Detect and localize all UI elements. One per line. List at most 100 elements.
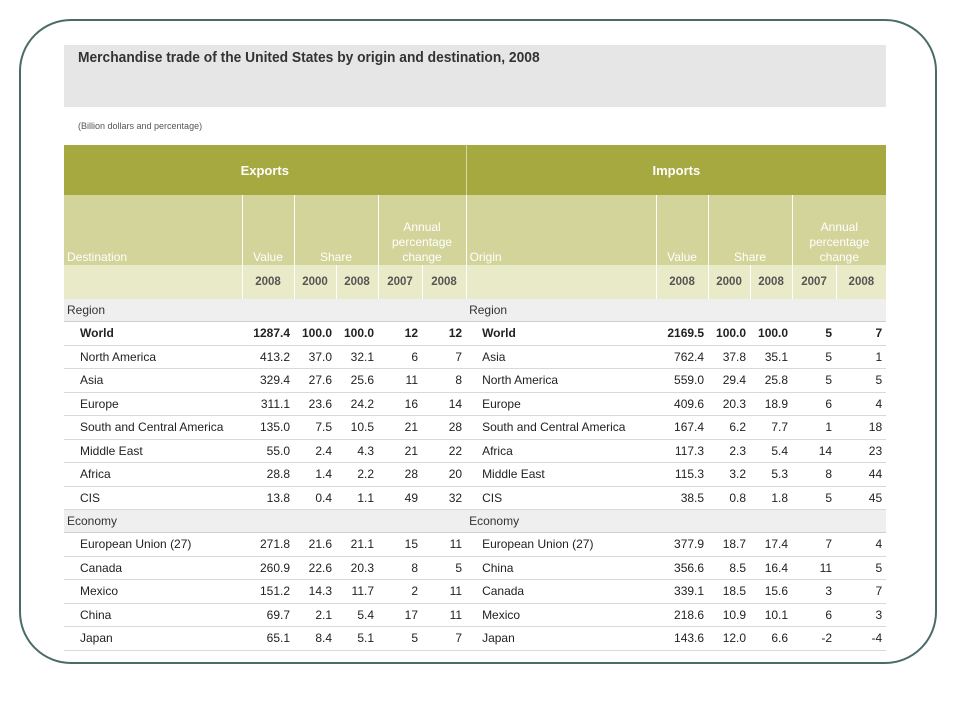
year-blank xyxy=(465,265,657,299)
table-title: Merchandise trade of the United States b… xyxy=(78,49,540,66)
import-share-2008: 16.4 xyxy=(750,556,793,580)
import-share-2000: 2.3 xyxy=(708,439,751,463)
import-share-2000: 20.3 xyxy=(708,392,751,416)
export-country-label: CIS xyxy=(64,486,242,510)
import-country-label: Europe xyxy=(466,392,657,416)
import-share-2000: 0.8 xyxy=(708,486,751,510)
export-value-2008: 28.8 xyxy=(242,462,294,487)
import-country-label: South and Central America xyxy=(466,415,657,440)
import-share-2008: 25.8 xyxy=(750,368,793,393)
export-share-2000: 27.6 xyxy=(294,368,336,393)
export-share-2000: 14.3 xyxy=(294,579,336,604)
import-share-2008: 18.9 xyxy=(750,392,793,416)
export-value-2008: 311.1 xyxy=(242,392,294,416)
import-country-label: European Union (27) xyxy=(466,532,657,557)
import-change-2008: 1 xyxy=(836,345,887,369)
import-change-2007: 6 xyxy=(792,392,837,416)
header-band-columns: Destination Value Share Annual percentag… xyxy=(64,195,887,265)
export-value-2008: 151.2 xyxy=(242,579,294,604)
export-value-2008: 55.0 xyxy=(242,439,294,463)
import-value-2008: 38.5 xyxy=(656,486,709,510)
import-change-2007: 5 xyxy=(792,368,837,393)
export-share-2000: 8.4 xyxy=(294,626,336,651)
export-country-label: Canada xyxy=(64,556,242,580)
table-row: Asia 329.4 27.6 25.6 11 8 North America 559.0 29… xyxy=(64,368,887,393)
import-value-2008: 339.1 xyxy=(656,579,709,604)
year-share-b: 2008 xyxy=(749,265,793,299)
import-value-2008: 167.4 xyxy=(656,415,709,440)
import-share-2000: 100.0 xyxy=(708,321,751,346)
export-country-label: North America xyxy=(64,345,242,369)
import-share-2008: 17.4 xyxy=(750,532,793,557)
import-share-2000: 12.0 xyxy=(708,626,751,651)
import-change-2008: 45 xyxy=(836,486,887,510)
table-row: World 1287.4 100.0 100.0 12 12 World 2169.5 100.… xyxy=(64,321,887,346)
export-share-2008: 24.2 xyxy=(336,392,378,416)
export-share-2000: 0.4 xyxy=(294,486,336,510)
export-change-2008: 11 xyxy=(422,579,467,604)
table-row: Canada 260.9 22.6 20.3 8 5 China 356.6 8.5 16.4 11… xyxy=(64,556,887,580)
export-change-2008: 7 xyxy=(422,626,467,651)
import-country-label: CIS xyxy=(466,486,657,510)
export-share-2008: 2.2 xyxy=(336,462,378,487)
import-country-label: Africa xyxy=(466,439,657,463)
import-share-2000: 18.7 xyxy=(708,532,751,557)
annual-line-3: change xyxy=(819,250,860,264)
table-row: Middle East 55.0 2.4 4.3 21 22 Africa 117.3 2.3 5… xyxy=(64,439,887,463)
year-change-b: 2008 xyxy=(835,265,887,299)
export-country-label: Middle East xyxy=(64,439,242,463)
table-row: European Union (27) 271.8 21.6 21.1 15 11 Euro… xyxy=(64,532,887,557)
import-country-label: North America xyxy=(466,368,657,393)
import-change-2008: 44 xyxy=(836,462,887,487)
section-label: Economy xyxy=(64,509,467,533)
export-country-label: South and Central America xyxy=(64,415,242,440)
import-value-header: Value xyxy=(655,195,709,265)
year-value: 2008 xyxy=(241,265,294,299)
table-row: Europe 311.1 23.6 24.2 16 14 Europe 409.6 20.3 18… xyxy=(64,392,887,416)
export-share-2008: 4.3 xyxy=(336,439,378,463)
import-value-2008: 2169.5 xyxy=(656,321,709,346)
export-share-2008: 20.3 xyxy=(336,556,378,580)
export-share-2008: 5.4 xyxy=(336,603,378,627)
section-label: Region xyxy=(466,299,887,322)
export-change-2008: 32 xyxy=(422,486,467,510)
export-change-2007: 11 xyxy=(378,368,422,393)
export-share-2008: 100.0 xyxy=(336,321,378,346)
import-share-2000: 3.2 xyxy=(708,462,751,487)
export-country-label: Asia xyxy=(64,368,242,393)
export-share-2000: 37.0 xyxy=(294,345,336,369)
exports-header: Exports xyxy=(64,145,467,195)
import-change-2007: 5 xyxy=(792,321,837,346)
export-share-2008: 1.1 xyxy=(336,486,378,510)
export-change-2007: 49 xyxy=(378,486,422,510)
import-share-2008: 5.3 xyxy=(750,462,793,487)
import-country-label: Canada xyxy=(466,579,657,604)
export-change-2007: 5 xyxy=(378,626,422,651)
table-row: North America 413.2 37.0 32.1 6 7 Asia 762.4 37.… xyxy=(64,345,887,369)
title-band xyxy=(64,45,886,107)
header-band-main: Exports Imports xyxy=(64,145,887,195)
export-share-2000: 2.4 xyxy=(294,439,336,463)
export-change-2008: 8 xyxy=(422,368,467,393)
year-change-a: 2007 xyxy=(377,265,422,299)
export-change-2008: 12 xyxy=(422,321,467,346)
export-share-2000: 7.5 xyxy=(294,415,336,440)
export-value-2008: 135.0 xyxy=(242,415,294,440)
import-country-label: Japan xyxy=(466,626,657,651)
export-share-2000: 100.0 xyxy=(294,321,336,346)
import-country-label: World xyxy=(466,321,657,346)
import-change-2008: -4 xyxy=(836,626,887,651)
annual-line-1: Annual xyxy=(403,220,441,234)
export-value-2008: 69.7 xyxy=(242,603,294,627)
export-value-2008: 413.2 xyxy=(242,345,294,369)
import-change-2008: 3 xyxy=(836,603,887,627)
annual-line-3: change xyxy=(402,250,442,264)
import-change-2008: 5 xyxy=(836,368,887,393)
table-row: CIS 13.8 0.4 1.1 49 32 CIS 38.5 0.8 1.8 5 45 xyxy=(64,486,887,510)
export-change-2008: 11 xyxy=(422,603,467,627)
import-share-2008: 1.8 xyxy=(750,486,793,510)
export-value-2008: 1287.4 xyxy=(242,321,294,346)
export-value-2008: 13.8 xyxy=(242,486,294,510)
annual-line-1: Annual xyxy=(820,220,859,234)
export-annual-change-header: Annual percentage change xyxy=(377,195,467,265)
